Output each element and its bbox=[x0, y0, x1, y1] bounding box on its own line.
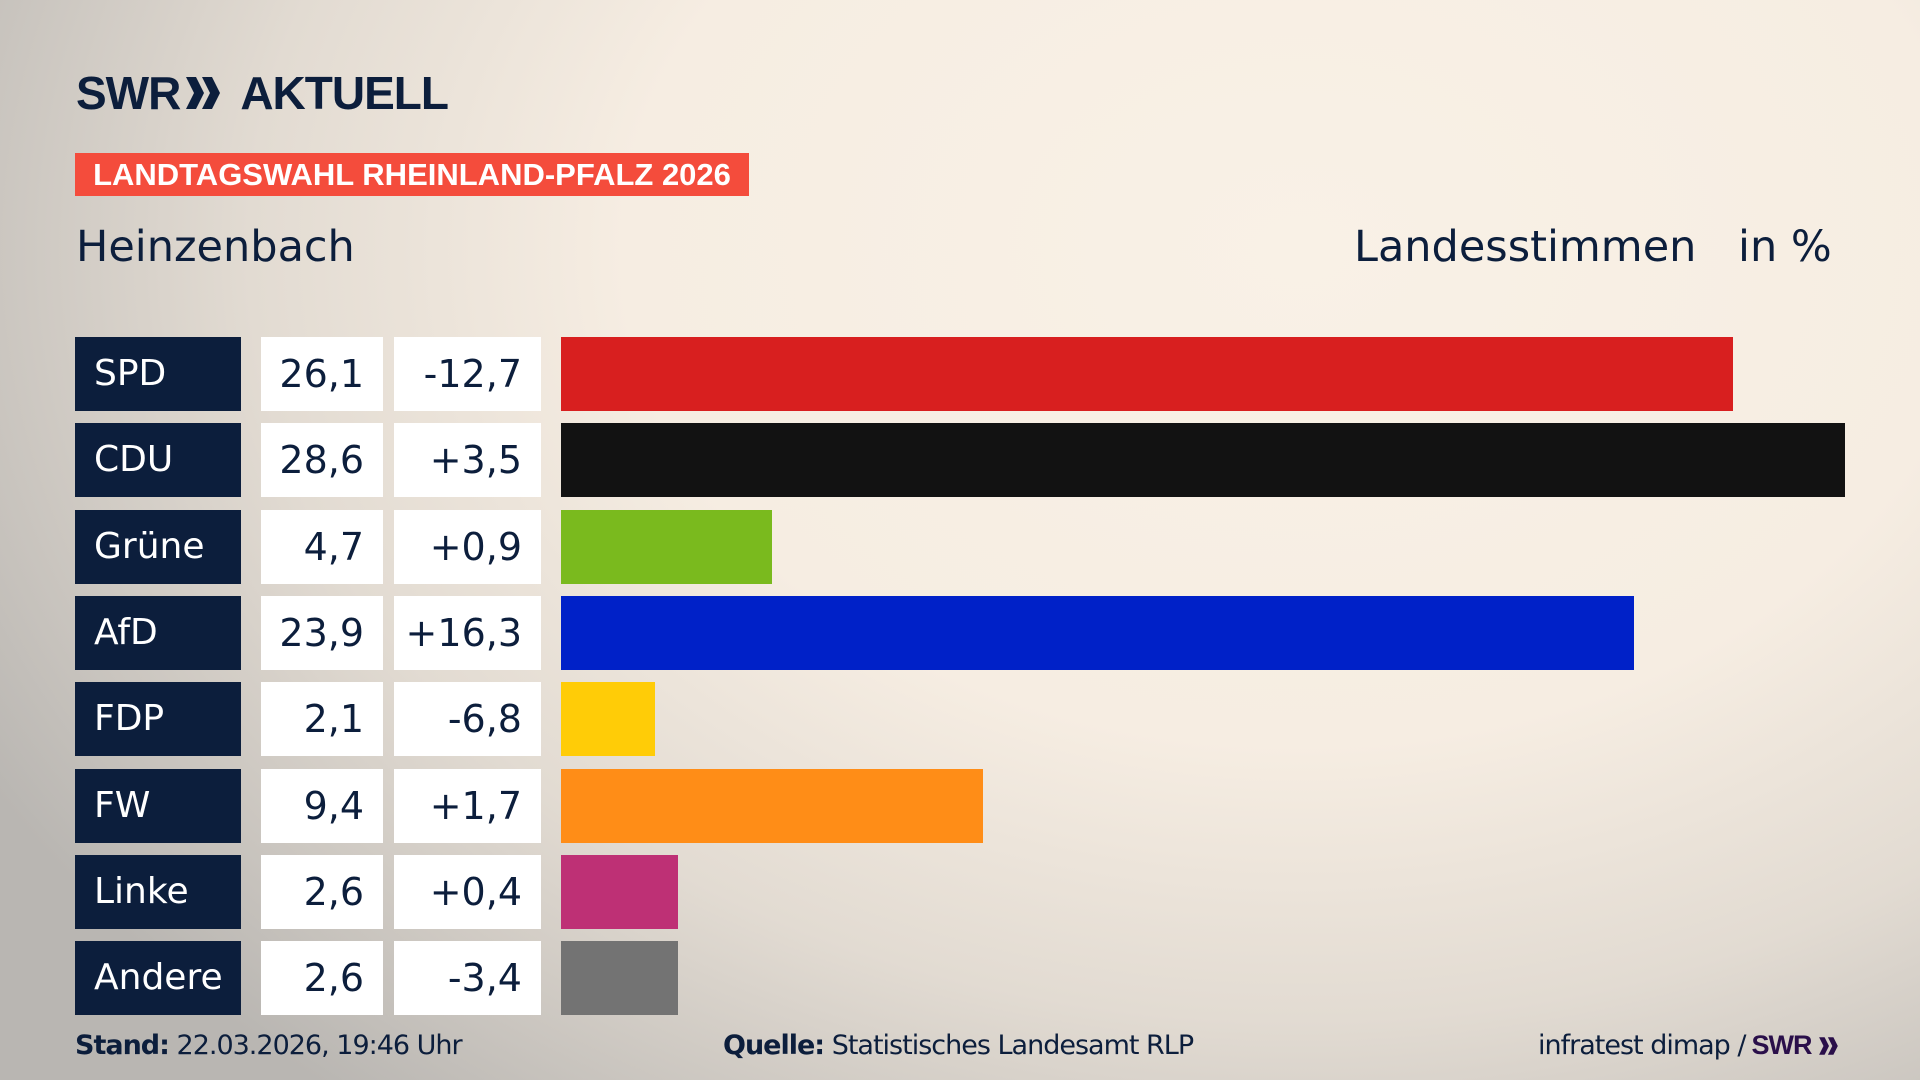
election-banner: LANDTAGSWAHL RHEINLAND-PFALZ 2026 bbox=[75, 153, 749, 196]
metric-label: Landesstimmen bbox=[1354, 222, 1697, 272]
party-label: Andere bbox=[75, 941, 241, 1016]
diff-label: +16,3 bbox=[394, 595, 541, 670]
party-label: Linke bbox=[75, 854, 241, 929]
source: Quelle: Statistisches Landesamt RLP bbox=[723, 1030, 1194, 1061]
party-label: AfD bbox=[75, 595, 241, 670]
source-label: Quelle: bbox=[723, 1030, 825, 1061]
credit: infratest dimap / SWR bbox=[1538, 1030, 1840, 1061]
credit-logo: SWR bbox=[1751, 1030, 1813, 1060]
diff-label: +0,9 bbox=[394, 509, 541, 584]
value-label: 28,6 bbox=[261, 423, 383, 498]
diff-label: +3,5 bbox=[394, 423, 541, 498]
diff-label: -3,4 bbox=[394, 941, 541, 1016]
party-label: FDP bbox=[75, 682, 241, 757]
bar-cdu bbox=[561, 423, 1845, 498]
value-label: 2,1 bbox=[261, 682, 383, 757]
logo-swr: SWR bbox=[76, 67, 181, 119]
double-chevron-icon bbox=[186, 77, 221, 109]
credit-text: infratest dimap / bbox=[1538, 1030, 1747, 1061]
bar-afd bbox=[561, 595, 1634, 670]
region-title: Heinzenbach bbox=[76, 222, 355, 272]
value-label: 2,6 bbox=[261, 941, 383, 1016]
party-label: CDU bbox=[75, 423, 241, 498]
stand-label: Stand: bbox=[75, 1030, 170, 1061]
bar-fdp bbox=[561, 682, 656, 757]
value-label: 9,4 bbox=[261, 768, 383, 843]
source-value: Statistisches Landesamt RLP bbox=[831, 1030, 1194, 1061]
value-label: 23,9 bbox=[261, 595, 383, 670]
diff-label: +0,4 bbox=[394, 854, 541, 929]
diff-label: -12,7 bbox=[394, 337, 541, 411]
bar-linke bbox=[561, 854, 678, 929]
bar-spd bbox=[561, 337, 1733, 411]
diff-label: +1,7 bbox=[394, 768, 541, 843]
bar-andere bbox=[561, 941, 678, 1016]
double-chevron-icon bbox=[1818, 1036, 1838, 1055]
stand-value: 22.03.2026, 19:46 Uhr bbox=[176, 1030, 463, 1061]
diff-label: -6,8 bbox=[394, 682, 541, 757]
timestamp: Stand: 22.03.2026, 19:46 Uhr bbox=[75, 1030, 463, 1061]
unit-label: in % bbox=[1738, 222, 1832, 272]
party-label: Grüne bbox=[75, 509, 241, 584]
party-label: SPD bbox=[75, 337, 241, 411]
value-label: 4,7 bbox=[261, 509, 383, 584]
logo-aktuell: AKTUELL bbox=[240, 67, 449, 119]
value-label: 2,6 bbox=[261, 854, 383, 929]
swr-aktuell-logo: SWR AKTUELL bbox=[76, 67, 449, 119]
value-label: 26,1 bbox=[261, 337, 383, 411]
bar-fw bbox=[561, 768, 983, 843]
party-label: FW bbox=[75, 768, 241, 843]
bar-grüne bbox=[561, 509, 772, 584]
